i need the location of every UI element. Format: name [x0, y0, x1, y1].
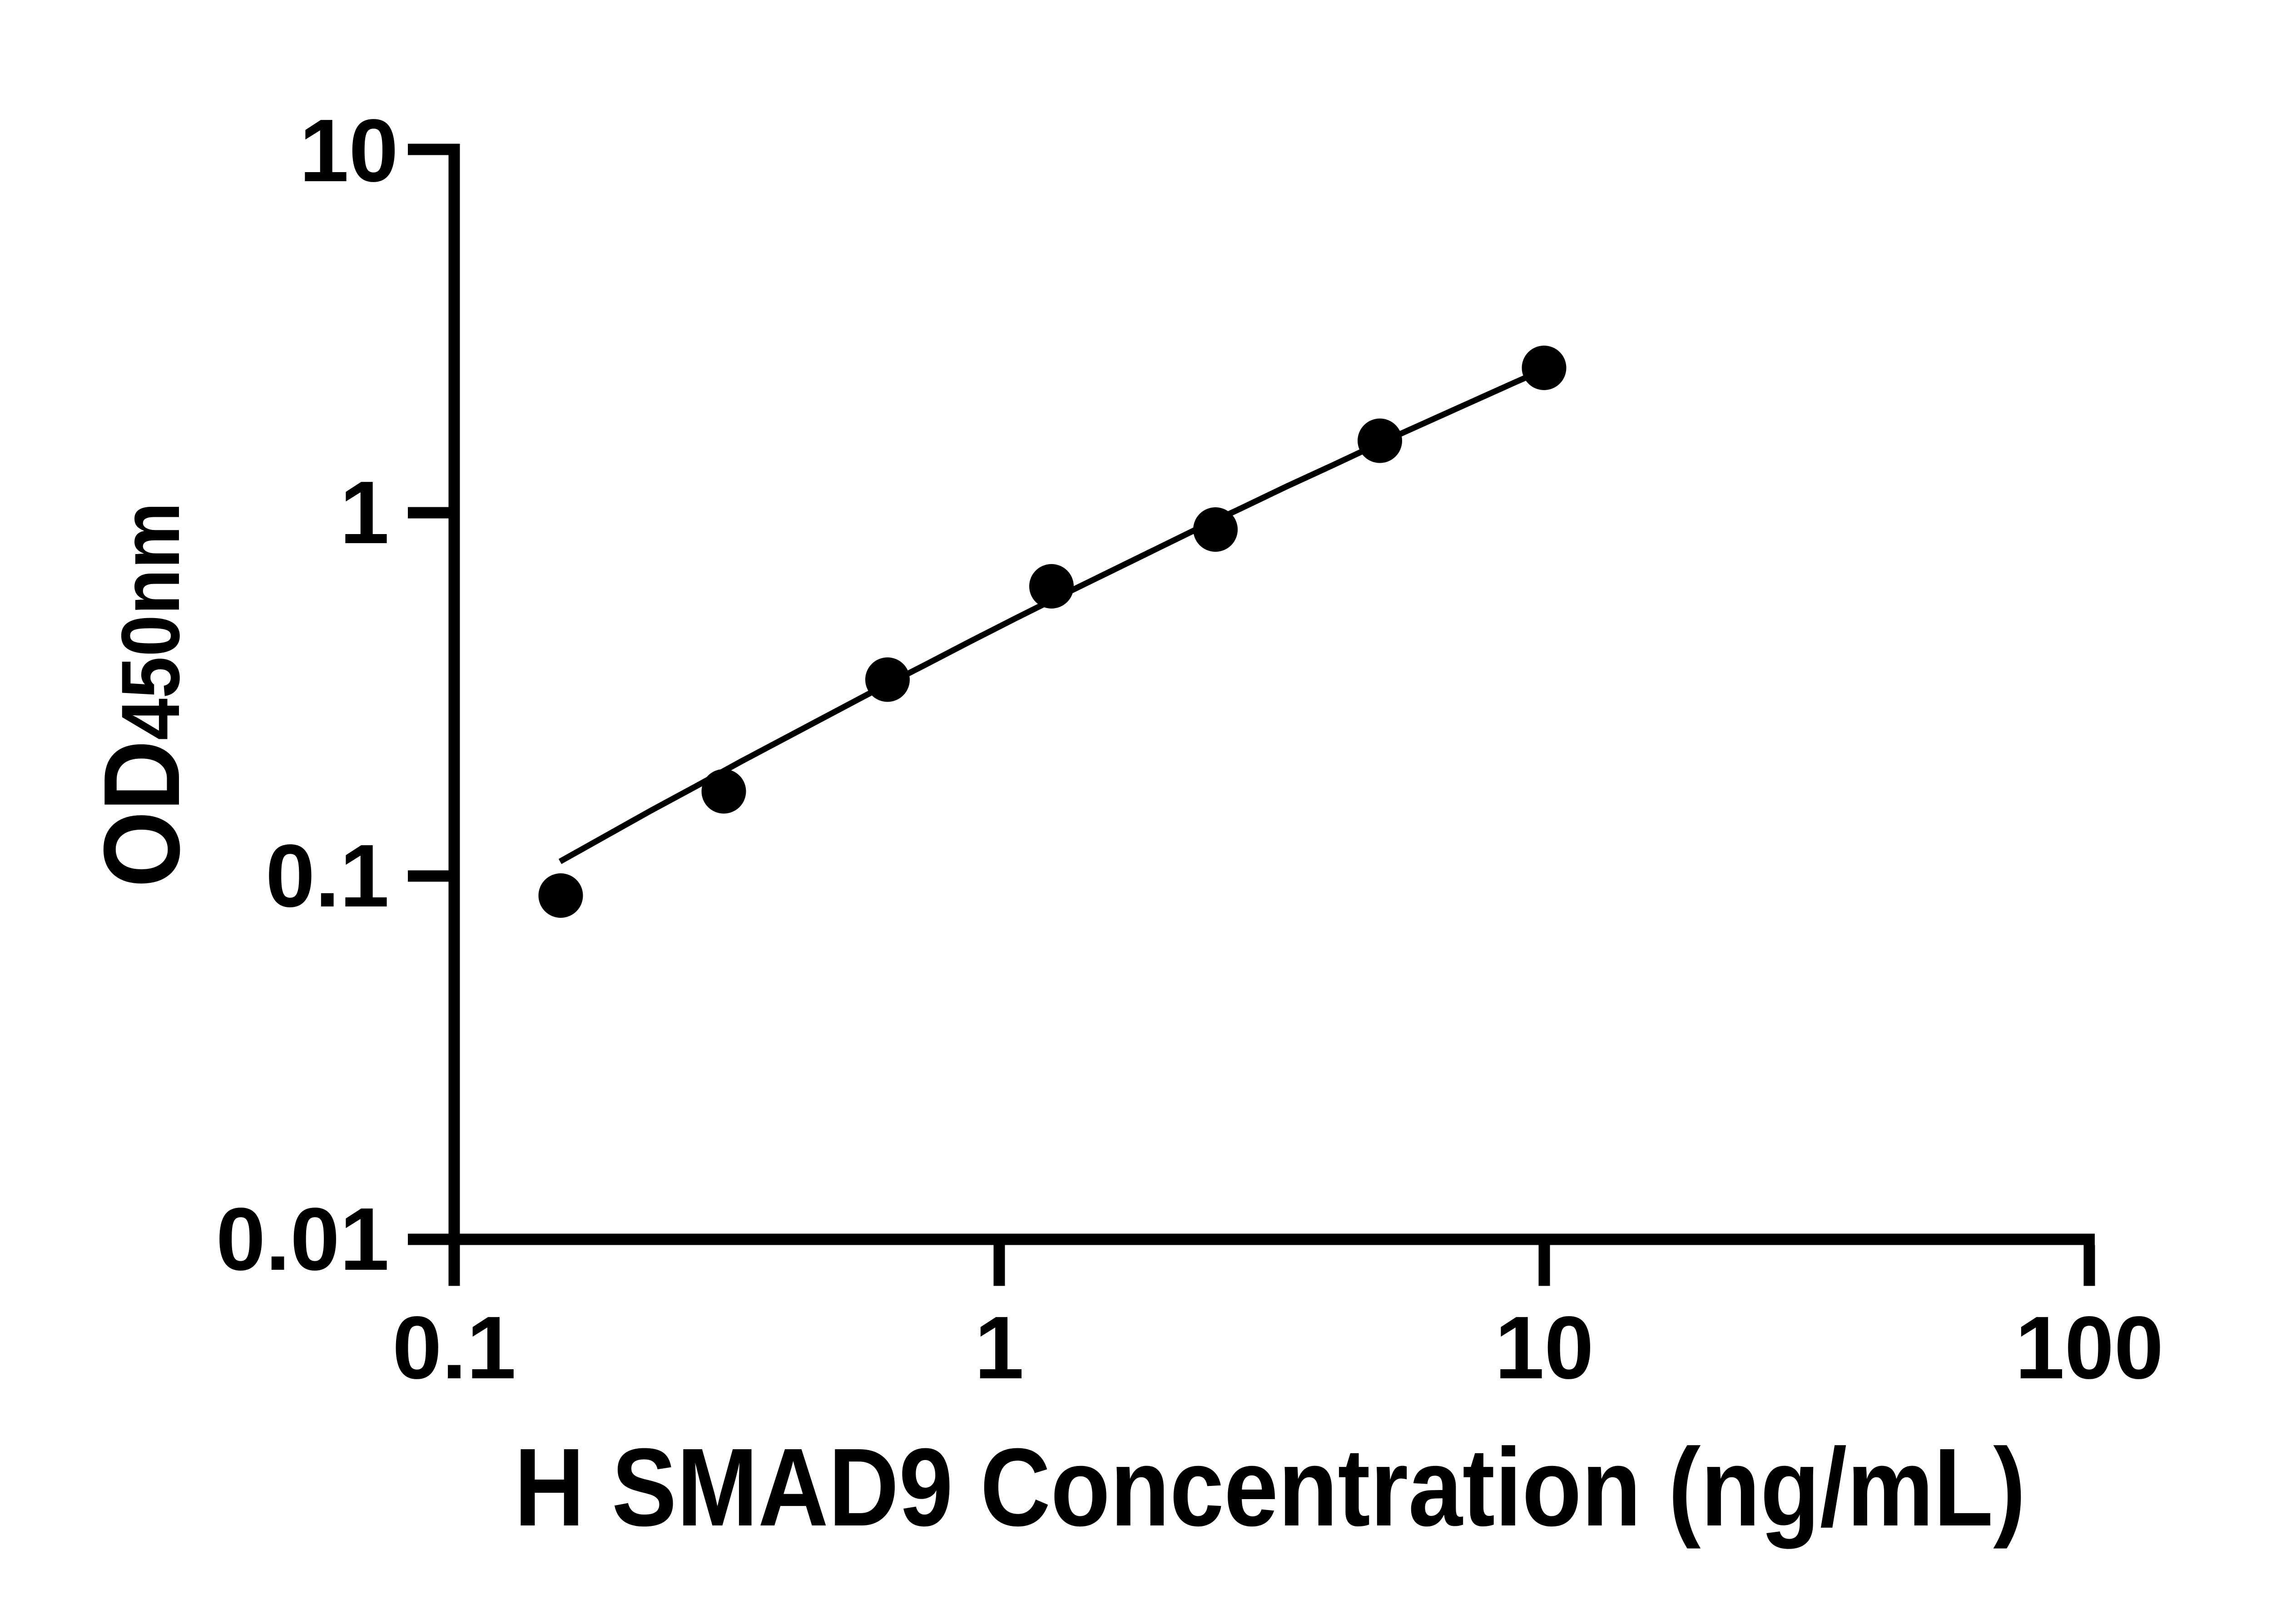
svg-text:10: 10	[1495, 1298, 1594, 1397]
svg-text:1: 1	[974, 1298, 1024, 1397]
svg-text:1: 1	[340, 463, 389, 562]
svg-text:0.1: 0.1	[266, 826, 389, 926]
svg-text:100: 100	[2015, 1298, 2163, 1397]
svg-text:0.01: 0.01	[216, 1189, 389, 1289]
svg-text:10: 10	[299, 101, 398, 200]
svg-text:OD450nm: OD450nm	[81, 502, 202, 888]
svg-text:H SMAD9 Concentration (ng/mL): H SMAD9 Concentration (ng/mL)	[514, 1425, 2026, 1549]
svg-text:0.1: 0.1	[392, 1298, 516, 1397]
